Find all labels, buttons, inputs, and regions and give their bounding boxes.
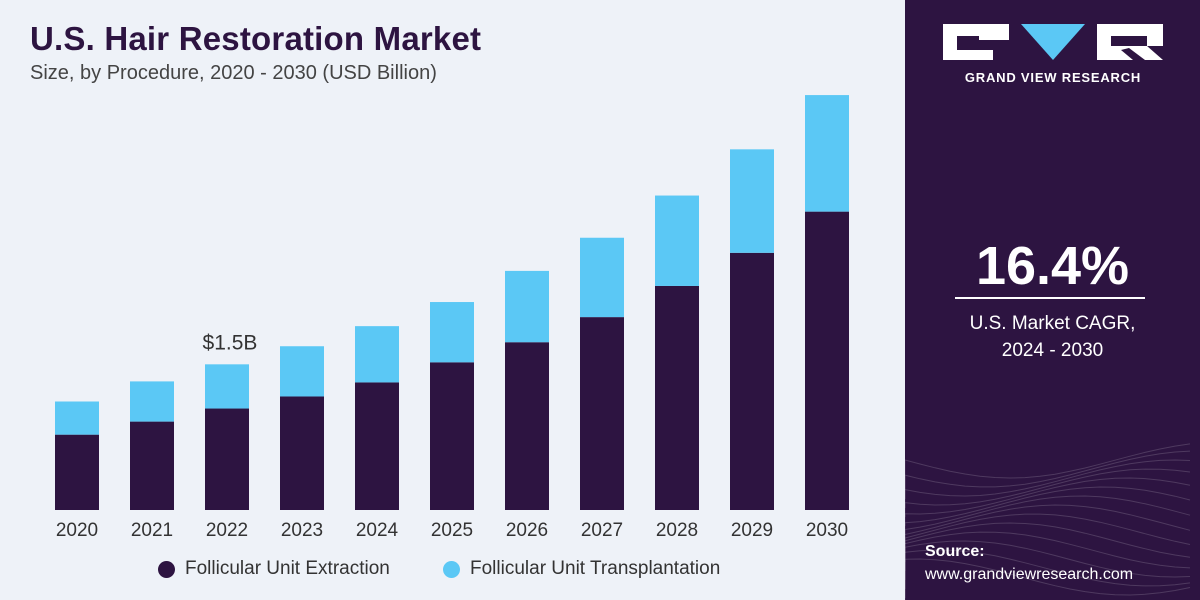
mesh-line	[905, 443, 1191, 490]
bar-follicular-unit-extraction-2020	[55, 434, 99, 510]
x-tick-label-2029: 2029	[731, 520, 773, 541]
bar-follicular-unit-transplantation-2020	[55, 401, 99, 435]
bar-follicular-unit-extraction-2029	[730, 252, 774, 510]
cagr-label-line1: U.S. Market CAGR,	[969, 313, 1136, 334]
bar-follicular-unit-transplantation-2030	[805, 95, 849, 212]
grand-view-research-logo: GRAND VIEW RESEARCH	[943, 22, 1163, 92]
bar-follicular-unit-transplantation-2027	[580, 237, 624, 318]
decorative-mesh	[905, 443, 1191, 600]
mesh-line	[905, 558, 1191, 600]
mesh-line	[905, 540, 1191, 589]
x-tick-label-2023: 2023	[281, 520, 323, 541]
brand-sidebar: GRAND VIEW RESEARCH 16.4% U.S. Market CA…	[905, 0, 1200, 600]
mesh-line	[905, 504, 1191, 553]
bar-follicular-unit-transplantation-2029	[730, 149, 774, 253]
bar-follicular-unit-transplantation-2024	[355, 326, 399, 383]
bar-follicular-unit-extraction-2024	[355, 382, 399, 510]
mesh-line	[905, 522, 1191, 571]
mesh-line	[905, 477, 1191, 526]
chart-legend: Follicular Unit Extraction Follicular Un…	[0, 558, 905, 588]
bar-follicular-unit-extraction-2021	[130, 421, 174, 510]
x-tick-label-2020: 2020	[56, 520, 98, 541]
x-tick-label-2021: 2021	[131, 520, 173, 541]
x-tick-label-2026: 2026	[506, 520, 548, 541]
mesh-line	[905, 459, 1191, 508]
x-tick-label-2027: 2027	[581, 520, 623, 541]
bar-follicular-unit-transplantation-2028	[655, 195, 699, 286]
chart-title: U.S. Hair Restoration Market	[30, 20, 482, 57]
legend-swatch-transplantation	[443, 560, 460, 578]
legend-swatch-extraction	[158, 560, 175, 578]
bar-follicular-unit-transplantation-2023	[280, 346, 324, 397]
x-tick-label-2022: 2022	[206, 520, 248, 541]
brand-name: GRAND VIEW RESEARCH	[964, 70, 1142, 85]
legend-item-extraction: Follicular Unit Extraction	[158, 558, 390, 580]
legend-label-transplantation: Follicular Unit Transplantation	[470, 558, 721, 579]
mesh-line	[905, 450, 1191, 499]
mesh-line	[905, 549, 1191, 598]
mesh-line	[905, 486, 1191, 535]
bar-follicular-unit-extraction-2030	[805, 211, 849, 511]
source-label: Source:	[925, 543, 985, 560]
bar-follicular-unit-extraction-2027	[580, 317, 624, 510]
cagr-value: 16.4%	[975, 236, 1130, 296]
bar-follicular-unit-transplantation-2022	[205, 364, 249, 409]
bar-follicular-unit-transplantation-2026	[505, 270, 549, 343]
cagr-label-line2: 2024 - 2030	[1001, 340, 1104, 361]
cagr-label: U.S. Market CAGR, 2024 - 2030	[905, 310, 1200, 364]
bar-follicular-unit-extraction-2026	[505, 342, 549, 510]
source-url-link[interactable]: www.grandviewresearch.com	[925, 566, 1134, 583]
bar-follicular-unit-extraction-2025	[430, 362, 474, 510]
gvr-logo-icon	[943, 24, 1163, 60]
mesh-line	[905, 495, 1191, 544]
legend-label-extraction: Follicular Unit Extraction	[185, 558, 390, 579]
x-tick-label-2030: 2030	[806, 520, 848, 541]
bar-follicular-unit-transplantation-2025	[430, 302, 474, 363]
legend-item-transplantation: Follicular Unit Transplantation	[443, 558, 720, 580]
mesh-line	[905, 513, 1191, 562]
mesh-line	[905, 468, 1191, 517]
chart-panel: U.S. Hair Restoration Market Size, by Pr…	[0, 0, 905, 600]
x-tick-label-2028: 2028	[656, 520, 698, 541]
bar-follicular-unit-extraction-2022	[205, 408, 249, 510]
bar-follicular-unit-extraction-2023	[280, 396, 324, 510]
mesh-line	[905, 531, 1191, 580]
data-label-2022: $1.5B	[203, 331, 258, 354]
chart-subtitle: Size, by Procedure, 2020 - 2030 (USD Bil…	[30, 62, 437, 84]
stacked-bar-chart: 2020 2021 2022 $1.5B 2023 2024 2025 2026 2027 202…	[55, 95, 849, 541]
cagr-divider	[955, 297, 1145, 299]
x-tick-label-2024: 2024	[356, 520, 399, 541]
bar-follicular-unit-transplantation-2021	[130, 381, 174, 422]
x-tick-label-2025: 2025	[431, 520, 473, 541]
bar-follicular-unit-extraction-2028	[655, 285, 699, 510]
